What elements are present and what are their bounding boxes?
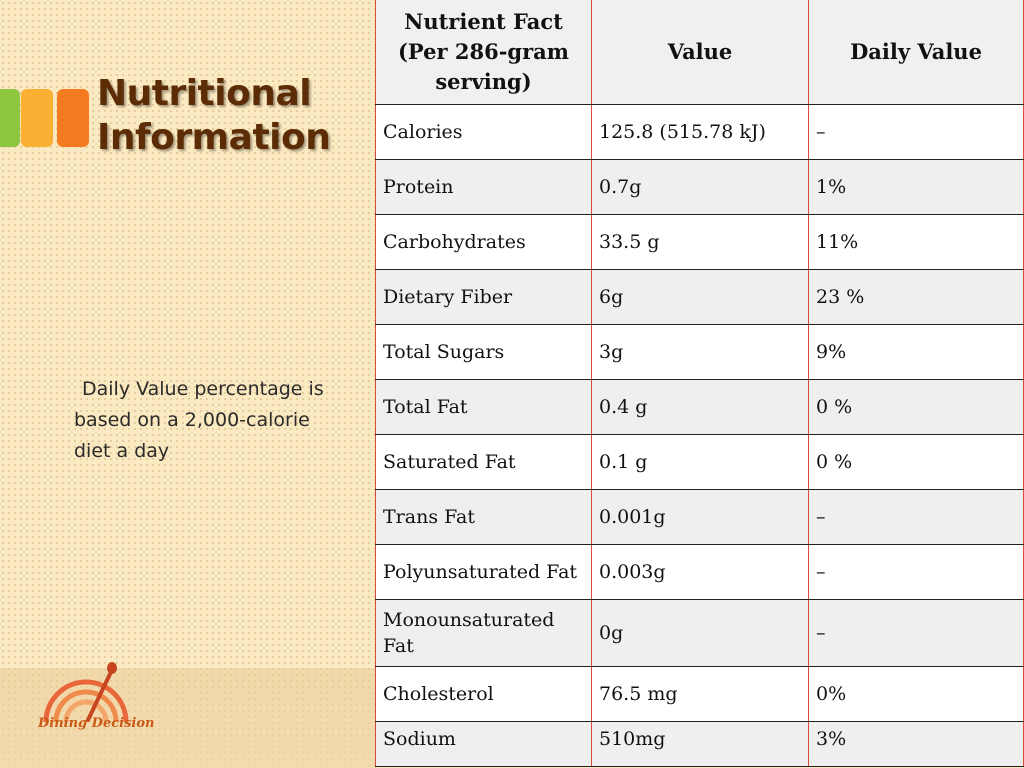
nutrient-cell: Carbohydrates <box>375 214 592 270</box>
daily-value-cell: 0 % <box>808 434 1024 490</box>
value-cell: 3g <box>591 324 809 380</box>
dining-decision-logo-icon <box>43 662 129 723</box>
accent-bar-orange <box>57 89 89 147</box>
nutrient-cell: Total Fat <box>375 379 592 435</box>
daily-value-cell: 1% <box>808 159 1024 215</box>
nutrient-cell: Polyunsaturated Fat <box>375 544 592 600</box>
table-row: Protein 0.7g 1% <box>375 159 1024 215</box>
daily-value-cell: 0 % <box>808 379 1024 435</box>
daily-value-cell: 11% <box>808 214 1024 270</box>
nutrient-cell: Trans Fat <box>375 489 592 545</box>
value-cell: 76.5 mg <box>591 666 809 722</box>
bottom-band <box>0 668 376 768</box>
nutrient-cell: Sodium <box>375 721 592 767</box>
daily-value-cell: – <box>808 544 1024 600</box>
slide-title-line1: Nutritional <box>97 73 312 114</box>
nutrient-cell: Monounsaturated Fat <box>375 599 592 667</box>
table-row: Carbohydrates 33.5 g 11% <box>375 214 1024 270</box>
nutrient-cell: Calories <box>375 104 592 160</box>
table-row: Total Sugars 3g 9% <box>375 324 1024 380</box>
table-row: Monounsaturated Fat 0g – <box>375 599 1024 667</box>
nutrient-cell: Dietary Fiber <box>375 269 592 325</box>
value-cell: 0.001g <box>591 489 809 545</box>
daily-value-cell: – <box>808 104 1024 160</box>
value-cell: 0.7g <box>591 159 809 215</box>
header-nutrient-fact: Nutrient Fact (Per 286-gram serving) <box>375 0 592 105</box>
daily-value-note: Daily Value percentage is based on a 2,0… <box>74 378 324 462</box>
daily-value-cell: 0% <box>808 666 1024 722</box>
value-cell: 33.5 g <box>591 214 809 270</box>
table-header-row: Nutrient Fact (Per 286-gram serving) Val… <box>375 0 1024 105</box>
table-row: Calories 125.8 (515.78 kJ) – <box>375 104 1024 160</box>
table-row: Trans Fat 0.001g – <box>375 489 1024 545</box>
table-row: Total Fat 0.4 g 0 % <box>375 379 1024 435</box>
accent-bar-green <box>0 89 20 147</box>
daily-value-cell: 23 % <box>808 269 1024 325</box>
table-row: Polyunsaturated Fat 0.003g – <box>375 544 1024 600</box>
slide-title-line2: Information <box>97 117 331 158</box>
value-cell: 510mg <box>591 721 809 767</box>
daily-value-cell: – <box>808 489 1024 545</box>
header-daily-value: Daily Value <box>808 0 1024 105</box>
table-row: Dietary Fiber 6g 23 % <box>375 269 1024 325</box>
accent-bar-yellow <box>21 89 53 147</box>
table-row: Sodium 510mg 3% <box>375 721 1024 767</box>
daily-value-cell: 3% <box>808 721 1024 767</box>
value-cell: 0g <box>591 599 809 667</box>
value-cell: 0.4 g <box>591 379 809 435</box>
value-cell: 6g <box>591 269 809 325</box>
value-cell: 125.8 (515.78 kJ) <box>591 104 809 160</box>
nutrient-cell: Total Sugars <box>375 324 592 380</box>
table-row: Saturated Fat 0.1 g 0 % <box>375 434 1024 490</box>
value-cell: 0.003g <box>591 544 809 600</box>
daily-value-cell: – <box>808 599 1024 667</box>
header-value: Value <box>591 0 809 105</box>
logo-text: Dining Decision <box>38 716 155 731</box>
nutrient-cell: Cholesterol <box>375 666 592 722</box>
slide-title: Nutritional Information <box>97 72 331 160</box>
nutrient-cell: Saturated Fat <box>375 434 592 490</box>
daily-value-cell: 9% <box>808 324 1024 380</box>
table-row: Cholesterol 76.5 mg 0% <box>375 666 1024 722</box>
nutrition-table: Nutrient Fact (Per 286-gram serving) Val… <box>375 0 1024 767</box>
value-cell: 0.1 g <box>591 434 809 490</box>
nutrient-cell: Protein <box>375 159 592 215</box>
